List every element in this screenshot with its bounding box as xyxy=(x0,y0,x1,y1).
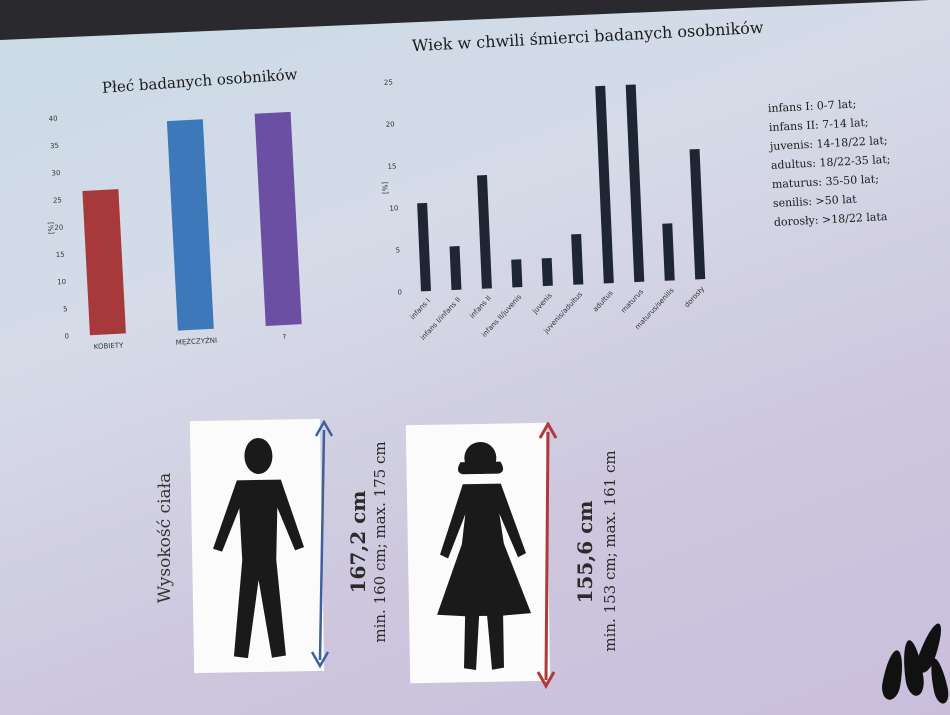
bar xyxy=(662,223,675,281)
legend-line: infans II: 7-14 lat; xyxy=(769,116,869,134)
female-height-range: min. 153 cm; max. 161 cm xyxy=(601,450,619,652)
x-tick-label: infans I xyxy=(409,297,432,321)
x-tick-label: ? xyxy=(282,333,286,341)
height-label: Wysokość ciała xyxy=(155,472,175,604)
bar xyxy=(417,202,431,292)
male-average-height: 167,2 cm xyxy=(346,490,370,594)
y-tick-label: 5 xyxy=(396,246,401,254)
female-average-height: 155,6 cm xyxy=(573,500,597,604)
bar xyxy=(625,84,645,283)
y-tick-label: 25 xyxy=(384,78,393,86)
y-tick-label: 10 xyxy=(57,278,66,286)
bar xyxy=(541,257,553,287)
y-tick-label: 15 xyxy=(56,251,65,259)
bar xyxy=(166,119,214,331)
x-tick-label: maturus xyxy=(620,287,646,314)
charts-area: Płeć badanych osobników 0 5 10 15 20 25 30 35 40… xyxy=(47,17,891,351)
y-tick-label: 0 xyxy=(397,288,402,296)
x-tick-label: adultus xyxy=(591,289,615,314)
legend-line: juvenis: 14-18/22 lat; xyxy=(768,134,888,153)
age-legend: infans I: 0-7 lat; infans II: 7-14 lat; … xyxy=(768,97,891,229)
x-tick-label: MĘŻCZYŹNI xyxy=(176,336,218,347)
x-tick-label: dorosły xyxy=(683,285,706,309)
female-figure-icon xyxy=(437,441,532,671)
y-tick-label: 5 xyxy=(63,305,68,313)
y-tick-label: 0 xyxy=(64,332,69,340)
x-tick-label: infans II xyxy=(468,294,493,320)
legend-line: senilis: >50 lat xyxy=(773,193,858,210)
x-tick-label: juvenis xyxy=(530,291,554,316)
y-tick-label: 35 xyxy=(50,142,59,150)
female-figure-panel xyxy=(405,422,551,684)
bar xyxy=(476,175,492,289)
plant-silhouette xyxy=(870,610,950,715)
female-height-arrow xyxy=(536,422,558,690)
y-tick-label: 40 xyxy=(48,115,57,123)
legend-line: maturus: 35-50 lat; xyxy=(772,172,880,191)
chart2-title: Wiek w chwili śmierci badanych osobników xyxy=(411,18,764,55)
y-tick-label: 20 xyxy=(386,120,395,128)
y-tick-label: 30 xyxy=(51,169,60,177)
bar xyxy=(571,233,584,285)
chart1-title: Płeć badanych osobników xyxy=(101,65,298,97)
male-height-arrow xyxy=(310,420,334,669)
bar xyxy=(82,189,126,336)
bar xyxy=(449,246,462,291)
y-tick-label: 25 xyxy=(53,196,62,204)
male-height-range: min. 160 cm; max. 175 cm xyxy=(371,441,389,643)
bar xyxy=(511,259,523,288)
y-axis-label: [%] xyxy=(381,181,390,194)
y-tick-label: 15 xyxy=(387,162,396,170)
y-axis-label: [%] xyxy=(47,222,56,235)
bar xyxy=(254,111,302,327)
chart1-sex-distribution: 0 5 10 15 20 25 30 35 40 [%] KOBIETY MĘŻCZYŹNI? xyxy=(47,111,302,351)
legend-line: adultus: 18/22-35 lat; xyxy=(771,153,891,172)
bar xyxy=(689,148,706,280)
bar xyxy=(595,85,614,284)
male-figure-icon xyxy=(213,437,305,659)
x-tick-label: KOBIETY xyxy=(94,341,125,351)
y-tick-label: 10 xyxy=(389,204,398,212)
legend-line: dorosły: >18/22 lata xyxy=(774,210,889,229)
legend-line: infans I: 0-7 lat; xyxy=(768,97,857,115)
male-figure-panel xyxy=(189,418,325,674)
y-tick-label: 20 xyxy=(54,223,63,231)
